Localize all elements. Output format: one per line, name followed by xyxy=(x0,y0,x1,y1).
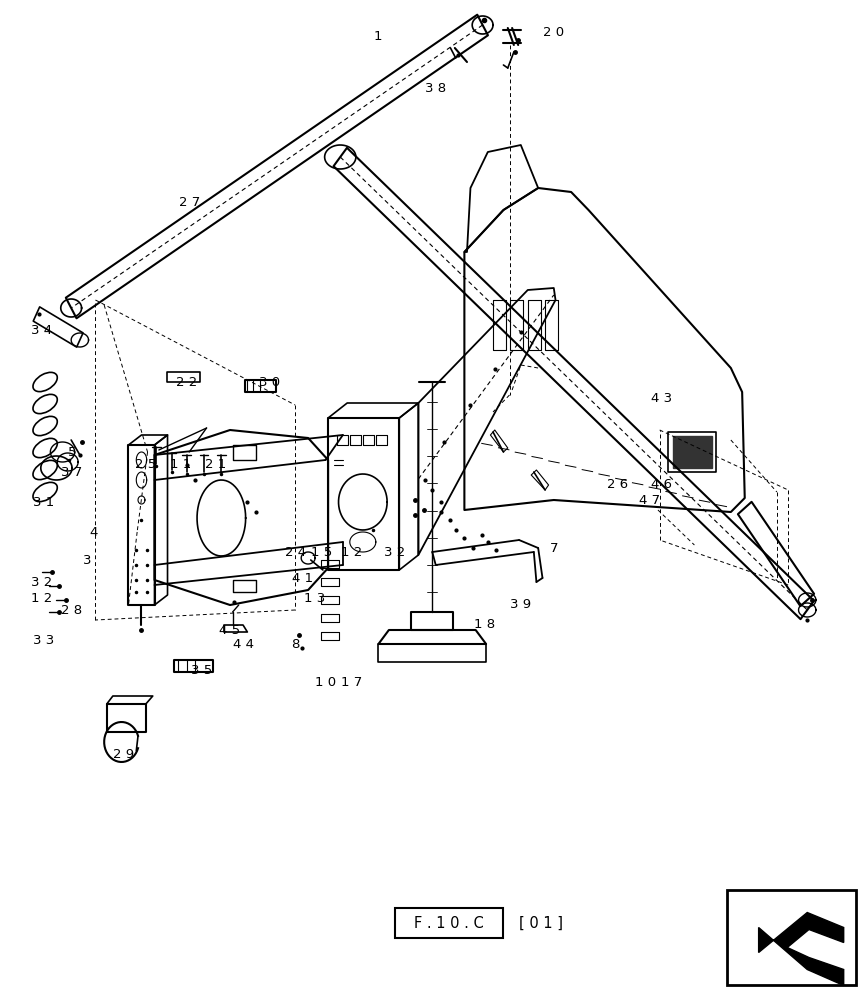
Text: 1 2: 1 2 xyxy=(31,591,52,604)
Text: 8: 8 xyxy=(291,639,299,652)
Polygon shape xyxy=(673,436,712,468)
Text: 3 0: 3 0 xyxy=(259,375,279,388)
Text: 2 9: 2 9 xyxy=(113,748,134,762)
Text: 2 0: 2 0 xyxy=(543,25,564,38)
Text: 2 2: 2 2 xyxy=(176,375,197,388)
Text: 2 1: 2 1 xyxy=(205,458,226,472)
Text: 4 1: 4 1 xyxy=(292,572,312,584)
Text: 1 3: 1 3 xyxy=(304,591,325,604)
Text: 1 0: 1 0 xyxy=(315,676,336,688)
Text: 2 8: 2 8 xyxy=(61,603,82,616)
Text: 3 2: 3 2 xyxy=(385,546,405,558)
Text: 3: 3 xyxy=(82,554,91,566)
Text: 1 1: 1 1 xyxy=(170,458,191,472)
Text: 1 5: 1 5 xyxy=(311,546,332,558)
Text: 5: 5 xyxy=(68,446,76,460)
Text: 2 5: 2 5 xyxy=(135,458,156,472)
Text: 2 6: 2 6 xyxy=(608,479,628,491)
Text: 2 7: 2 7 xyxy=(179,196,200,209)
Text: F . 1 0 . C: F . 1 0 . C xyxy=(414,916,483,930)
Text: 3 7: 3 7 xyxy=(62,466,82,479)
Text: 2 4: 2 4 xyxy=(285,546,306,558)
Text: 3 1: 3 1 xyxy=(33,495,54,508)
Text: 3 3: 3 3 xyxy=(33,634,54,647)
Text: 3 8: 3 8 xyxy=(425,82,446,95)
Text: 1: 1 xyxy=(373,30,382,43)
Text: 4 5: 4 5 xyxy=(220,624,240,637)
Polygon shape xyxy=(759,912,844,986)
Text: 1 2: 1 2 xyxy=(341,546,362,558)
Text: 3 2: 3 2 xyxy=(31,576,52,588)
Text: 4 7: 4 7 xyxy=(639,493,660,506)
Text: 4: 4 xyxy=(89,526,98,538)
Bar xyxy=(727,890,856,985)
Text: 4 3: 4 3 xyxy=(651,391,672,404)
Text: 4 6: 4 6 xyxy=(651,479,672,491)
Text: 7: 7 xyxy=(549,542,558,554)
Text: 4 4: 4 4 xyxy=(233,639,253,652)
Text: 3 9: 3 9 xyxy=(510,598,531,611)
Text: 3 5: 3 5 xyxy=(191,664,212,676)
Text: 1 7: 1 7 xyxy=(341,676,362,688)
Bar xyxy=(395,908,503,938)
Text: [ 0 1 ]: [ 0 1 ] xyxy=(519,916,562,930)
Text: 3 4: 3 4 xyxy=(31,324,52,336)
Text: 1 8: 1 8 xyxy=(474,618,495,632)
